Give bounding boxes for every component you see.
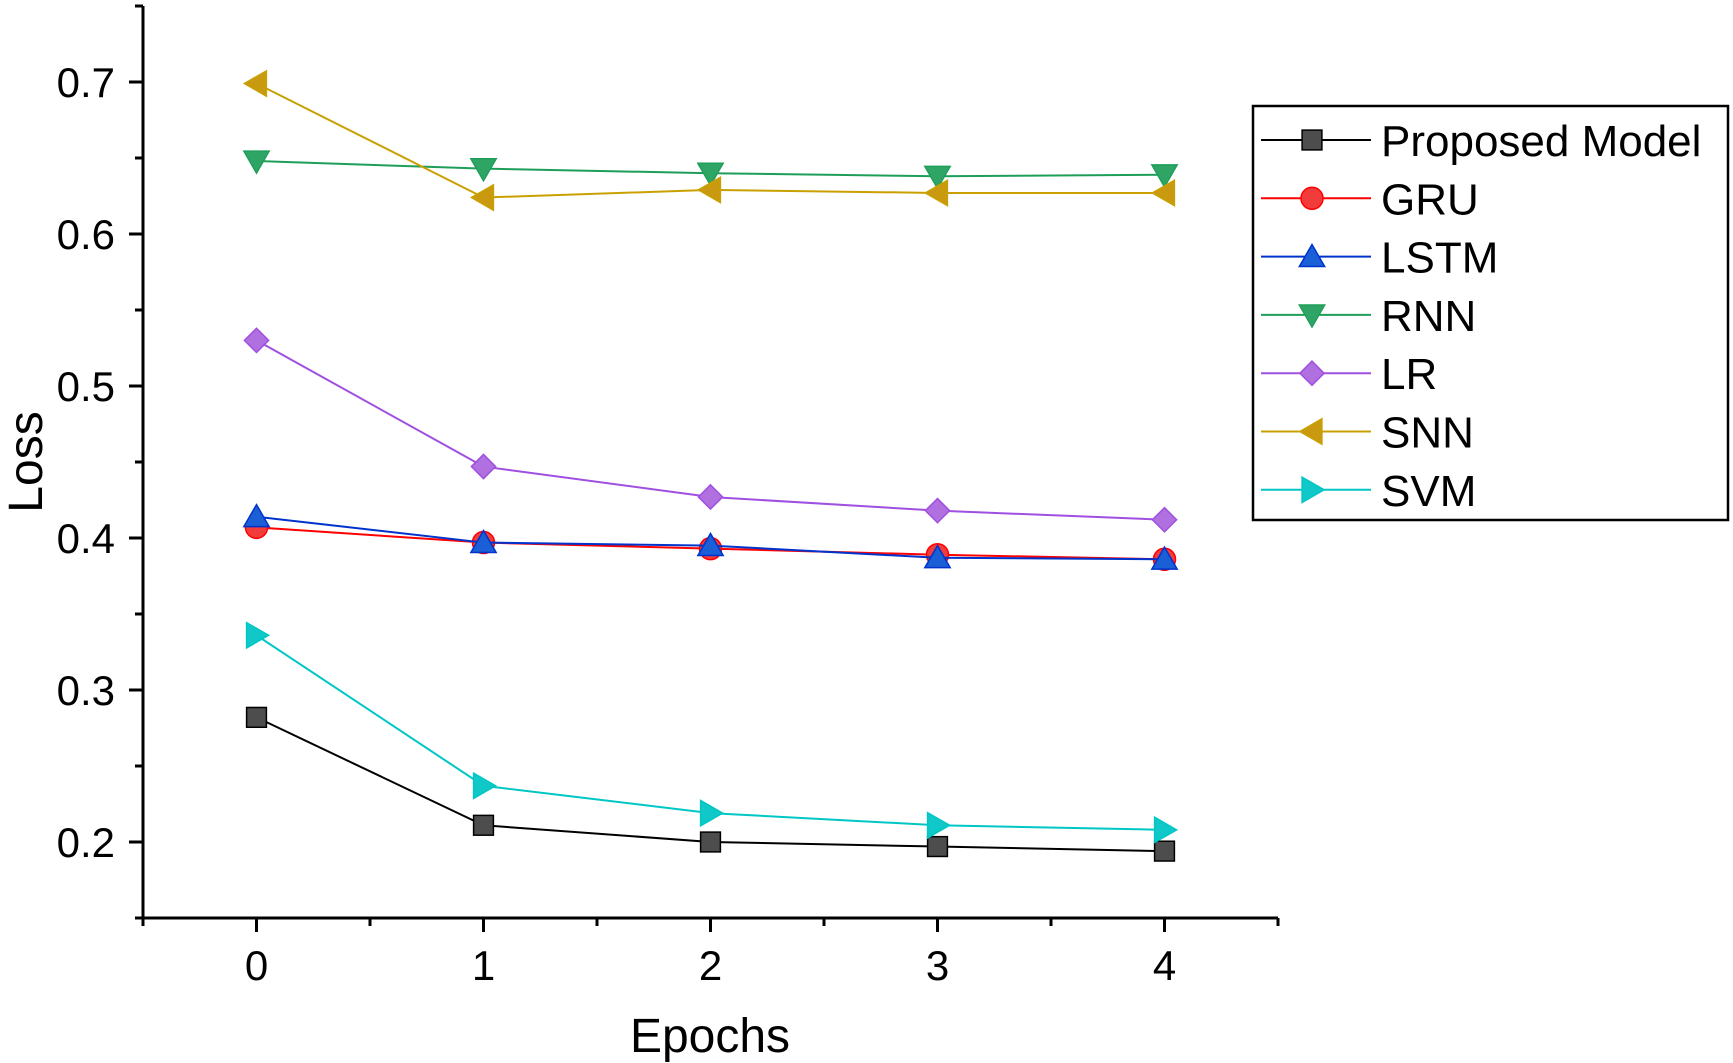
legend-marker-proposed-model bbox=[1301, 129, 1323, 151]
legend-label-rnn: RNN bbox=[1381, 292, 1476, 341]
y-tick-label: 0.7 bbox=[57, 59, 115, 106]
data-point-proposed-model bbox=[245, 706, 268, 729]
x-ticks: 0 1 2 3 4 bbox=[141, 918, 1280, 989]
legend-label-snn: SNN bbox=[1381, 409, 1474, 458]
data-point-lr bbox=[697, 483, 724, 511]
legend-label-svm: SVM bbox=[1381, 467, 1476, 516]
y-tick-label: 0.2 bbox=[57, 819, 115, 866]
legend-box bbox=[1251, 104, 1730, 522]
data-point-svm bbox=[1153, 815, 1179, 844]
legend-item-svm: SVM bbox=[1261, 467, 1476, 516]
y-ticks: 0.2 0.3 0.4 0.5 0.6 0.7 bbox=[57, 4, 143, 920]
x-tick-label: 1 bbox=[472, 942, 495, 989]
y-axis-title: Loss bbox=[0, 411, 53, 512]
legend-label-gru: GRU bbox=[1381, 175, 1479, 224]
x-tick-label: 2 bbox=[699, 942, 722, 989]
data-point-rnn bbox=[1150, 164, 1179, 189]
legend: Proposed Model GRU LSTM RNN LR SNN SVM bbox=[1251, 104, 1730, 522]
data-point-lstm bbox=[469, 528, 498, 554]
data-point-proposed-model bbox=[1153, 840, 1176, 862]
legend-marker-snn bbox=[1298, 417, 1323, 446]
legend-item-snn: SNN bbox=[1261, 409, 1474, 458]
data-point-lstm bbox=[1150, 545, 1179, 570]
x-tick-label: 3 bbox=[926, 942, 949, 989]
data-point-svm bbox=[245, 621, 271, 650]
data-point-snn bbox=[1150, 179, 1176, 207]
legend-marker-gru bbox=[1300, 186, 1324, 211]
data-point-rnn bbox=[469, 157, 498, 183]
series-line-proposed-model bbox=[256, 716, 1165, 853]
series-svm bbox=[245, 621, 1179, 844]
data-point-rnn bbox=[696, 162, 725, 187]
legend-label-proposed-model: Proposed Model bbox=[1381, 117, 1701, 166]
series-layer bbox=[242, 69, 1179, 862]
data-point-lstm bbox=[923, 544, 952, 569]
legend-item-lr: LR bbox=[1261, 350, 1437, 399]
data-point-lr bbox=[470, 453, 497, 480]
axes bbox=[141, 6, 1278, 920]
y-tick-label: 0.3 bbox=[57, 667, 115, 714]
data-point-rnn bbox=[242, 150, 271, 175]
data-point-proposed-model bbox=[699, 831, 722, 853]
data-point-snn bbox=[696, 175, 722, 204]
data-point-lstm bbox=[696, 531, 725, 557]
legend-item-proposed-model: Proposed Model bbox=[1261, 117, 1701, 166]
data-point-svm bbox=[699, 799, 725, 828]
data-point-lr bbox=[1151, 506, 1178, 533]
data-point-snn bbox=[469, 183, 495, 212]
legend-marker-lstm bbox=[1298, 242, 1326, 268]
legend-item-gru: GRU bbox=[1261, 175, 1479, 224]
x-tick-label: 0 bbox=[245, 942, 268, 989]
series-rnn bbox=[242, 150, 1179, 190]
data-point-snn bbox=[923, 179, 949, 207]
legend-label-lstm: LSTM bbox=[1381, 234, 1498, 283]
series-proposed-model bbox=[245, 706, 1176, 862]
x-axis-title: Epochs bbox=[630, 1010, 790, 1063]
data-point-svm bbox=[926, 811, 952, 840]
series-lstm bbox=[242, 503, 1179, 570]
y-tick-label: 0.6 bbox=[57, 211, 115, 258]
data-point-proposed-model bbox=[472, 814, 495, 836]
data-point-lr bbox=[243, 327, 270, 354]
data-point-lstm bbox=[242, 503, 271, 528]
legend-label-lr: LR bbox=[1381, 350, 1437, 399]
legend-marker-svm bbox=[1301, 475, 1326, 504]
x-tick-label: 4 bbox=[1153, 942, 1176, 989]
data-point-proposed-model bbox=[926, 835, 949, 858]
data-point-rnn bbox=[923, 165, 952, 190]
legend-item-lstm: LSTM bbox=[1261, 234, 1498, 283]
y-tick-label: 0.4 bbox=[57, 515, 115, 562]
data-point-svm bbox=[472, 771, 498, 800]
data-point-snn bbox=[242, 69, 268, 98]
y-tick-label: 0.5 bbox=[57, 363, 115, 410]
legend-item-rnn: RNN bbox=[1261, 292, 1476, 341]
legend-marker-rnn bbox=[1298, 304, 1326, 329]
series-lr bbox=[243, 327, 1178, 533]
legend-marker-lr bbox=[1298, 360, 1326, 387]
data-point-lr bbox=[924, 497, 951, 524]
series-line-svm bbox=[255, 634, 1165, 831]
series-snn bbox=[242, 69, 1176, 212]
